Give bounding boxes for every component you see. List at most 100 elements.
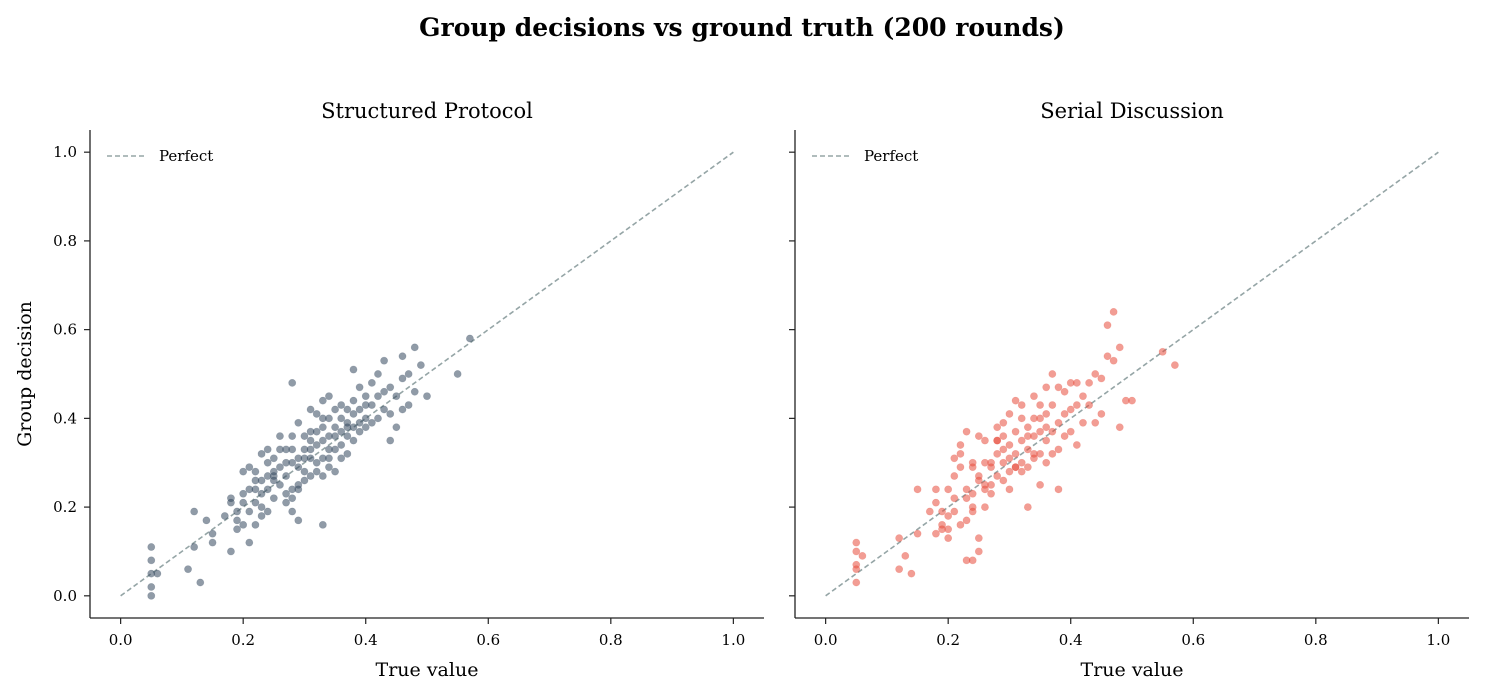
data-point [932, 498, 940, 507]
serial-discussion-panel: Serial Discussion 0.0 0.2 0.4 0.6 0.8 1.0 Per… [789, 99, 1469, 681]
x-tick-label: 0.6 [1181, 631, 1205, 649]
x-tick-label: 0.8 [1304, 631, 1328, 649]
data-point [306, 472, 315, 480]
data-point [337, 454, 346, 463]
data-point [331, 423, 339, 432]
data-point [1017, 458, 1026, 467]
structured-legend: Perfect [107, 147, 213, 165]
data-point [147, 591, 156, 600]
data-point [227, 547, 235, 556]
data-point [938, 520, 946, 529]
data-point [325, 392, 333, 401]
data-point [251, 498, 260, 507]
data-point [398, 405, 407, 414]
data-point [1005, 441, 1014, 449]
data-point [1017, 436, 1026, 445]
data-point [257, 512, 266, 520]
data-point [282, 472, 290, 480]
data-point [1097, 410, 1106, 418]
data-point [950, 507, 959, 516]
data-point [306, 445, 315, 454]
data-point [423, 392, 431, 401]
data-point [981, 503, 989, 511]
data-point [306, 436, 315, 445]
data-point [294, 485, 303, 494]
data-point [269, 454, 278, 463]
data-point [251, 467, 260, 476]
data-point [913, 529, 922, 538]
data-point [318, 414, 327, 423]
data-point [239, 467, 248, 476]
data-point [956, 520, 965, 529]
x-tick-label: 1.0 [721, 631, 745, 649]
data-point [361, 423, 370, 432]
data-point [251, 520, 260, 529]
data-point [981, 481, 989, 489]
data-point [147, 556, 156, 565]
structured-protocol-panel: Structured Protocol 0.0 0.2 0.4 0.6 0.8 1.00.… [14, 99, 764, 681]
data-point [974, 547, 983, 556]
data-point [288, 458, 297, 467]
data-point [269, 472, 278, 480]
y-tick-label: 0.0 [53, 587, 77, 605]
data-point [306, 454, 315, 463]
data-point [337, 414, 346, 423]
data-point [153, 569, 162, 578]
data-point [251, 476, 260, 485]
data-point [1097, 374, 1106, 383]
data-point [245, 463, 254, 472]
data-point [1066, 427, 1075, 436]
data-point [355, 383, 364, 392]
data-point [257, 489, 266, 498]
data-point [1011, 449, 1020, 458]
structured-x-axis-label: True value [376, 659, 479, 681]
data-point [386, 436, 395, 445]
data-point [1054, 383, 1063, 392]
data-point [312, 441, 321, 449]
data-point [1048, 427, 1057, 436]
data-point [968, 503, 977, 511]
data-point [852, 538, 861, 547]
data-point [999, 445, 1008, 454]
structured-axes [89, 130, 764, 619]
legend-perfect-label: Perfect [864, 147, 918, 165]
data-point [993, 436, 1002, 445]
data-point [380, 387, 389, 396]
data-point [950, 494, 959, 503]
data-point [1072, 378, 1081, 387]
data-point [1103, 321, 1112, 330]
data-point [895, 565, 904, 574]
data-point [355, 418, 364, 427]
data-point [343, 423, 352, 432]
data-point [288, 507, 297, 516]
data-point [944, 485, 953, 494]
data-point [1079, 392, 1087, 401]
structured-points [147, 334, 474, 600]
data-point [263, 507, 272, 516]
data-point [1158, 347, 1167, 356]
data-point [251, 485, 260, 494]
data-point [1060, 387, 1069, 396]
data-point [312, 427, 321, 436]
data-point [306, 405, 315, 414]
data-point [1072, 441, 1081, 449]
data-point [300, 432, 309, 441]
data-point [380, 356, 389, 365]
data-point [1017, 414, 1026, 423]
data-point [944, 534, 953, 543]
data-point [1017, 401, 1026, 409]
y-tick-label: 0.2 [53, 498, 77, 516]
data-point [956, 449, 965, 458]
data-point [374, 370, 382, 378]
data-point [1030, 449, 1038, 458]
data-point [263, 485, 272, 494]
data-point [196, 578, 205, 587]
data-point [1085, 401, 1094, 409]
data-point [944, 512, 953, 520]
data-point [987, 463, 995, 472]
x-tick-label: 1.0 [1426, 631, 1450, 649]
serial-perfect-line [825, 151, 1439, 597]
data-point [1023, 503, 1032, 511]
data-point [312, 458, 321, 467]
